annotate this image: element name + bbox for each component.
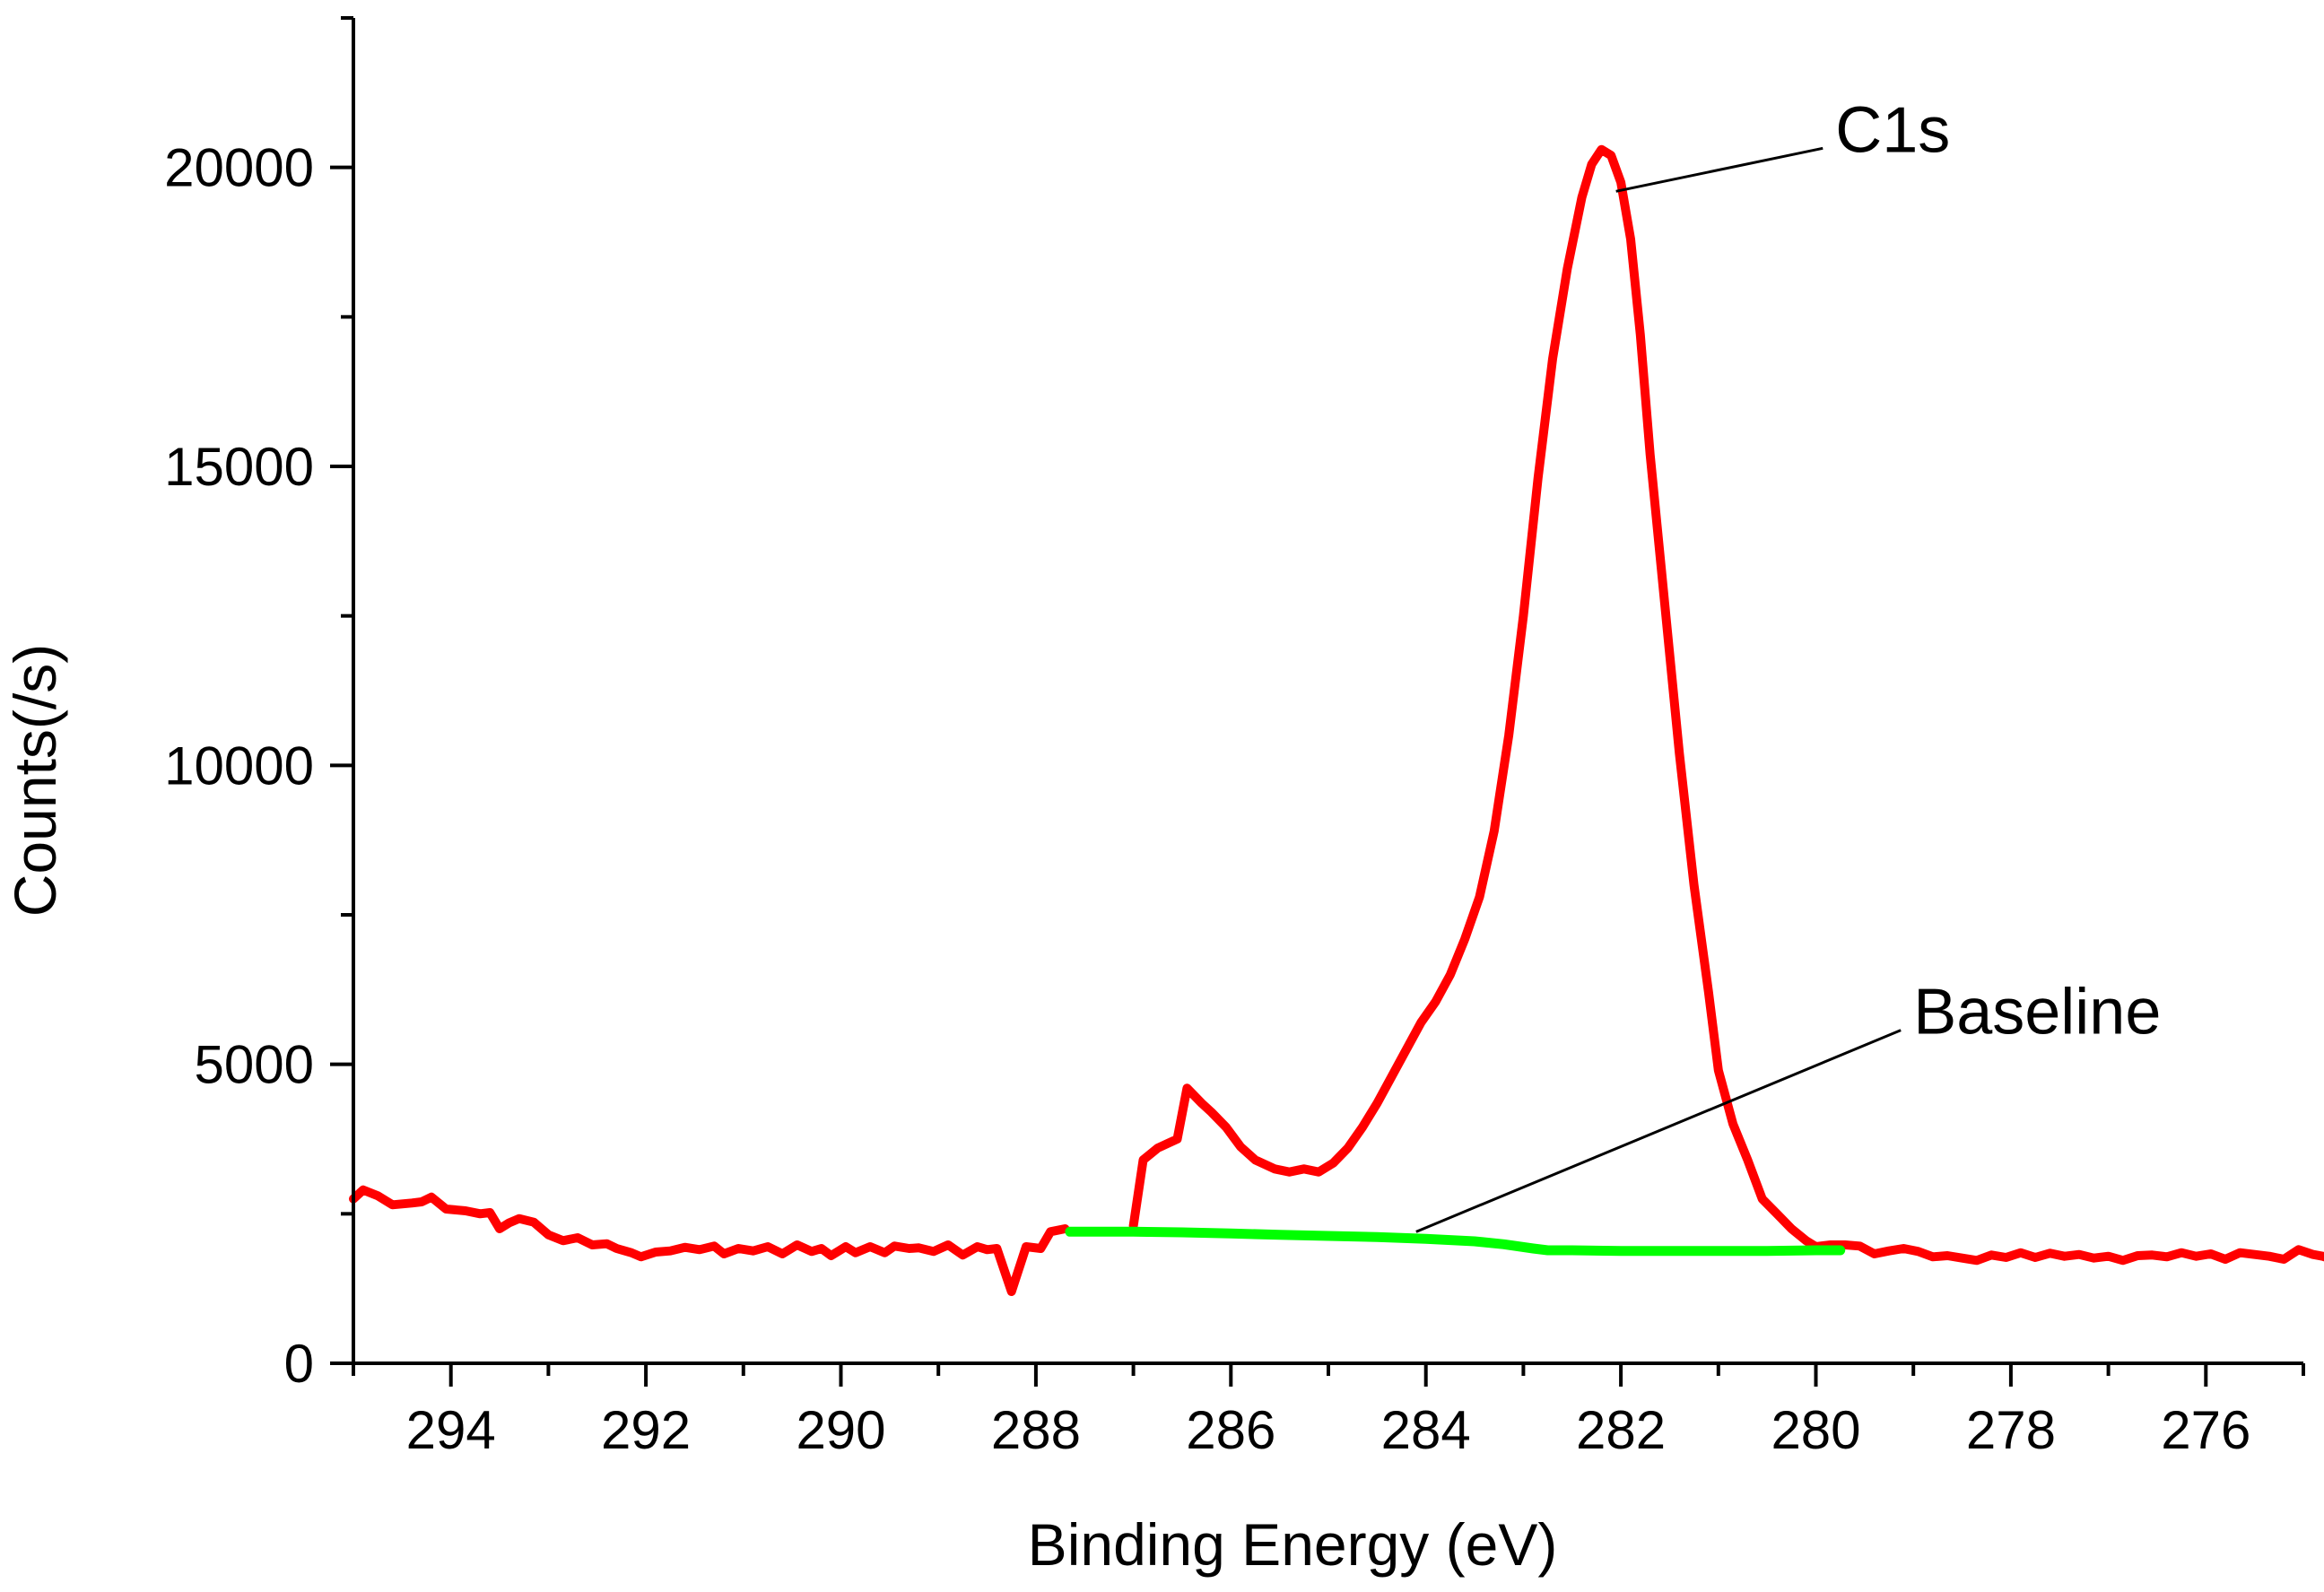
x-tick-label-292: 292 xyxy=(601,1400,691,1460)
x-tick-label-288: 288 xyxy=(991,1400,1081,1460)
y-tick-label-5000: 5000 xyxy=(195,1035,314,1095)
spectrum-line-segment-0 xyxy=(349,1185,1070,1296)
annotation-pointer-0 xyxy=(1615,146,1824,193)
x-tick-label-276: 276 xyxy=(2161,1400,2250,1460)
x-tick-label-286: 286 xyxy=(1186,1400,1275,1460)
y-tick-label-0: 0 xyxy=(284,1334,314,1394)
y-tick-label-20000: 20000 xyxy=(164,138,314,198)
x-tick-label-290: 290 xyxy=(796,1400,885,1460)
x-tick-label-294: 294 xyxy=(406,1400,496,1460)
ticks-layer: 294 292 290 288 286 284 282 280 278 276 0 5000 10000… xyxy=(164,16,2305,1460)
y-tick-label-10000: 10000 xyxy=(164,735,314,796)
x-tick-label-282: 282 xyxy=(1576,1400,1666,1460)
x-tick-label-280: 280 xyxy=(1771,1400,1860,1460)
spectrum-line-segment-1 xyxy=(1128,144,2324,1266)
annotations-layer: C1s Baseline xyxy=(1415,94,2161,1233)
y-tick-label-15000: 15000 xyxy=(164,437,314,497)
x-tick-label-284: 284 xyxy=(1381,1400,1471,1460)
x-tick-label-278: 278 xyxy=(1966,1400,2056,1460)
baseline-line-segment-0 xyxy=(1065,1226,1846,1257)
y-axis-title: Counts(/s) xyxy=(2,644,68,917)
annotation-label-0: C1s xyxy=(1835,94,1950,166)
series-layer xyxy=(349,144,2324,1296)
annotation-label-1: Baseline xyxy=(1913,977,2161,1048)
annotation-pointer-1 xyxy=(1415,1029,1902,1233)
x-axis-title: Binding Energy (eV) xyxy=(1028,1511,1558,1578)
